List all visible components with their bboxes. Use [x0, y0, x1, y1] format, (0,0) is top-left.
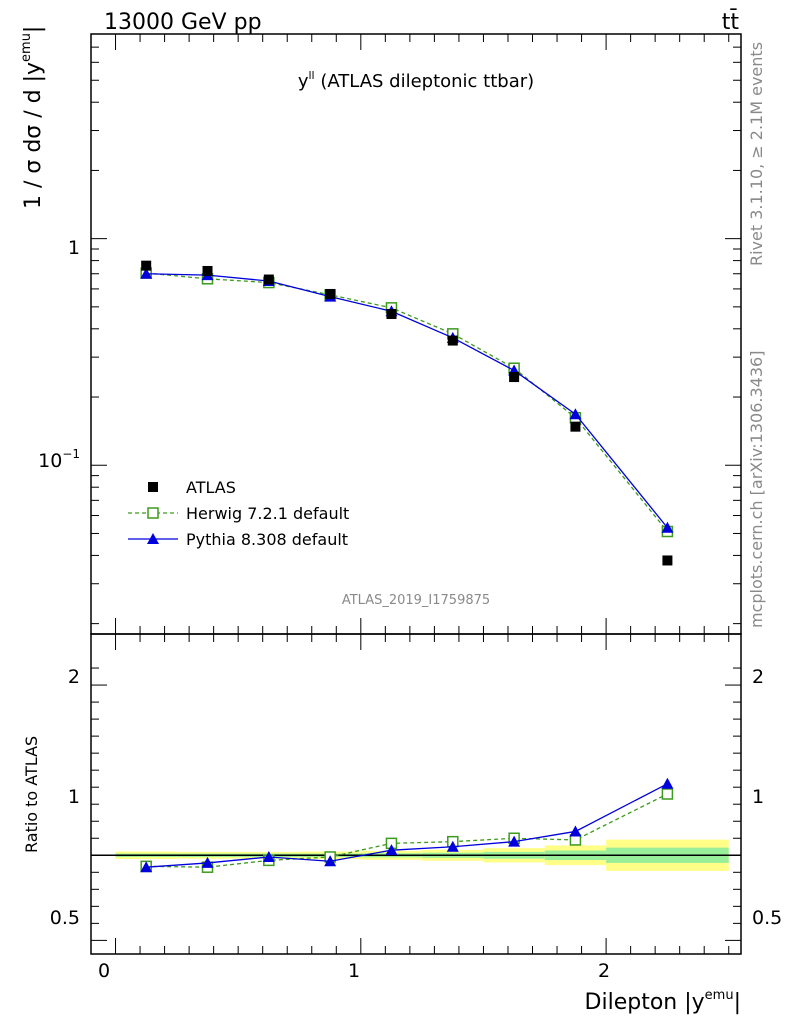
legend-pythia-label: Pythia 8.308 default	[186, 530, 348, 549]
legend-herwig-label: Herwig 7.2.1 default	[186, 504, 349, 523]
atlas-data-point	[325, 288, 336, 299]
atlas-data-point	[662, 555, 673, 566]
legend-atlas-label: ATLAS	[186, 478, 236, 497]
main-y-axis-label: 1 / σ dσ / d |yemu|	[19, 26, 46, 209]
legend-pythia-marker	[147, 533, 159, 544]
ratio-axis-ticks	[90, 634, 741, 954]
energy-label: 13000 GeV pp	[104, 10, 262, 35]
pythia-ratio-point	[201, 856, 214, 868]
atlas-data-point	[263, 274, 274, 285]
main-series-group	[140, 260, 674, 566]
pythia-ratio-point	[508, 835, 521, 847]
rivet-version-label: Rivet 3.1.10, ≥ 2.1M events	[747, 42, 766, 266]
legend-atlas-marker	[148, 482, 158, 492]
ratio-y-axis-label: Ratio to ATLAS	[22, 736, 41, 853]
mcplots-label: mcplots.cern.ch [arXiv:1306.3436]	[747, 351, 766, 628]
pythia-ratio-point	[140, 861, 153, 873]
atlas-data-point	[447, 335, 458, 346]
x-tick-label-0: 0	[98, 960, 110, 982]
pythia-main-point	[569, 408, 582, 420]
atlas-data-point	[386, 308, 397, 319]
ratio-y-tick-left-0-5: 0.5	[50, 907, 80, 929]
pythia-ratio-point	[661, 777, 674, 789]
ratio-y-tick-left-1: 1	[68, 786, 80, 808]
y-tick-label-1: 1	[68, 237, 80, 259]
ratio-panel-frame	[90, 633, 742, 955]
ratio-y-tick-right-1: 1	[752, 786, 764, 808]
pythia-ratio-point	[385, 844, 398, 856]
atlas-data-point	[570, 421, 581, 432]
herwig-ratio-point	[661, 788, 674, 800]
x-tick-label-1: 1	[348, 960, 360, 982]
plot-title: yll (ATLAS dileptonic ttbar)	[298, 69, 534, 92]
atlas-data-point	[202, 265, 213, 276]
legend-herwig-marker	[147, 507, 159, 519]
legend: ATLAS Herwig 7.2.1 default Pythia 8.308 …	[128, 478, 349, 549]
pythia-main-point	[140, 267, 153, 279]
analysis-watermark: ATLAS_2019_I1759875	[342, 593, 490, 608]
atlas-data-point	[141, 260, 152, 271]
pythia-ratio-point	[324, 855, 337, 867]
pythia-ratio-point	[446, 840, 459, 852]
process-label: tt̄	[722, 9, 740, 35]
pythia-ratio-point	[262, 850, 275, 862]
ratio-y-tick-left-2: 2	[68, 666, 80, 688]
atlas-data-point	[509, 372, 520, 383]
y-tick-label-10-minus-1: 10−1	[38, 447, 80, 472]
x-tick-label-2: 2	[598, 960, 610, 982]
herwig-ratio-point	[569, 834, 582, 846]
main-axis-ticks	[90, 33, 741, 634]
pythia-ratio-point	[569, 825, 582, 837]
x-axis-label: Dilepton |yemu|	[585, 988, 741, 1015]
ratio-y-tick-right-2: 2	[752, 666, 764, 688]
pythia-main-point	[661, 521, 674, 533]
ratio-y-tick-right-0-5: 0.5	[752, 907, 782, 929]
ratio-series-group	[140, 777, 674, 873]
